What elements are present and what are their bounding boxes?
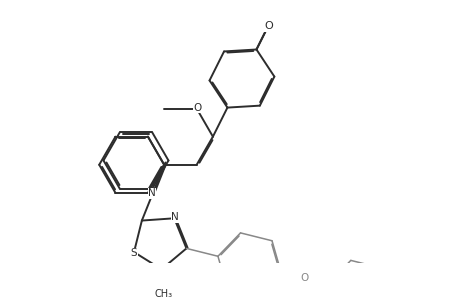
- Text: O: O: [263, 21, 272, 31]
- Text: O: O: [300, 273, 308, 283]
- Text: O: O: [274, 2, 281, 10]
- Text: N: N: [171, 212, 179, 222]
- Text: CH₃: CH₃: [154, 289, 172, 298]
- Text: O: O: [263, 21, 272, 31]
- Text: O: O: [263, 21, 272, 31]
- Text: O: O: [263, 21, 272, 31]
- Text: O: O: [193, 103, 201, 113]
- Text: O: O: [272, 6, 279, 15]
- Text: N: N: [148, 188, 156, 198]
- Text: S: S: [130, 248, 137, 258]
- Text: O: O: [278, 2, 285, 10]
